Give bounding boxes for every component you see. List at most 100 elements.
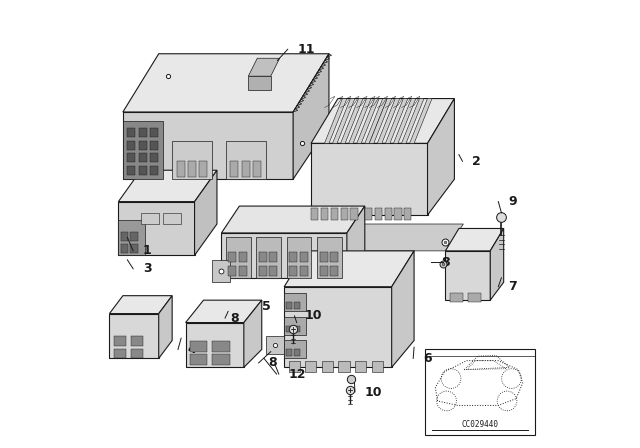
- Polygon shape: [349, 99, 371, 143]
- Bar: [212, 354, 230, 365]
- Text: 3: 3: [143, 262, 152, 276]
- Text: 1: 1: [143, 244, 152, 258]
- Bar: [123, 121, 163, 179]
- Bar: [284, 340, 306, 358]
- Polygon shape: [248, 58, 280, 76]
- Text: 9: 9: [508, 195, 516, 208]
- Bar: [340, 208, 348, 220]
- Bar: [371, 361, 383, 372]
- Text: 4: 4: [188, 343, 196, 356]
- Bar: [289, 252, 297, 262]
- Bar: [319, 252, 328, 262]
- Polygon shape: [159, 296, 172, 358]
- Bar: [330, 266, 339, 276]
- Bar: [385, 208, 392, 220]
- Bar: [177, 161, 185, 177]
- Polygon shape: [311, 143, 428, 215]
- Bar: [351, 208, 358, 220]
- Bar: [317, 237, 342, 278]
- Bar: [114, 349, 127, 358]
- Bar: [150, 141, 158, 150]
- Polygon shape: [248, 76, 271, 90]
- Polygon shape: [340, 99, 363, 143]
- Bar: [321, 208, 328, 220]
- Bar: [131, 232, 138, 241]
- Bar: [287, 349, 292, 356]
- Bar: [150, 153, 158, 162]
- Bar: [269, 252, 278, 262]
- Bar: [127, 153, 136, 162]
- Polygon shape: [410, 99, 432, 143]
- Bar: [190, 354, 207, 365]
- Bar: [289, 266, 297, 276]
- Bar: [394, 208, 401, 220]
- Bar: [287, 302, 292, 309]
- Bar: [172, 141, 212, 179]
- Bar: [228, 252, 236, 262]
- Text: 11: 11: [298, 43, 315, 56]
- Bar: [294, 349, 300, 356]
- Bar: [228, 266, 236, 276]
- Bar: [150, 128, 158, 137]
- Polygon shape: [356, 99, 379, 143]
- Bar: [138, 166, 147, 175]
- Polygon shape: [392, 251, 414, 367]
- Polygon shape: [394, 99, 416, 143]
- Polygon shape: [186, 300, 262, 323]
- Bar: [226, 141, 266, 179]
- Bar: [311, 208, 318, 220]
- Bar: [287, 326, 292, 332]
- Polygon shape: [266, 336, 284, 354]
- Polygon shape: [378, 99, 400, 143]
- Polygon shape: [293, 54, 329, 179]
- Bar: [289, 361, 300, 372]
- Bar: [127, 128, 136, 137]
- Text: 6: 6: [423, 352, 431, 365]
- Bar: [239, 252, 247, 262]
- Bar: [331, 208, 338, 220]
- Bar: [114, 336, 127, 346]
- Bar: [188, 161, 196, 177]
- Bar: [127, 166, 136, 175]
- Text: 8: 8: [230, 311, 239, 325]
- Bar: [305, 361, 316, 372]
- Bar: [284, 293, 306, 311]
- Polygon shape: [195, 170, 217, 255]
- Bar: [239, 266, 247, 276]
- Bar: [374, 208, 382, 220]
- Bar: [287, 237, 312, 278]
- Polygon shape: [284, 287, 392, 367]
- Bar: [141, 213, 159, 224]
- Bar: [242, 161, 250, 177]
- Text: 12: 12: [289, 367, 306, 381]
- Bar: [230, 161, 239, 177]
- Bar: [322, 361, 333, 372]
- Polygon shape: [118, 202, 195, 255]
- Bar: [259, 266, 267, 276]
- Bar: [269, 266, 278, 276]
- Bar: [138, 141, 147, 150]
- Text: 5: 5: [262, 300, 271, 314]
- Bar: [339, 361, 349, 372]
- Bar: [330, 252, 339, 262]
- Bar: [365, 208, 372, 220]
- Bar: [284, 317, 306, 335]
- Bar: [319, 266, 328, 276]
- Polygon shape: [490, 228, 504, 300]
- Polygon shape: [320, 224, 463, 251]
- Bar: [163, 213, 181, 224]
- Bar: [253, 161, 261, 177]
- Polygon shape: [221, 206, 365, 233]
- Bar: [131, 349, 143, 358]
- Polygon shape: [365, 99, 387, 143]
- Bar: [120, 232, 128, 241]
- Bar: [138, 153, 147, 162]
- Bar: [131, 336, 143, 346]
- Bar: [450, 293, 463, 302]
- Polygon shape: [212, 260, 230, 282]
- Polygon shape: [369, 99, 392, 143]
- Polygon shape: [428, 99, 454, 215]
- Polygon shape: [123, 54, 329, 112]
- Bar: [150, 166, 158, 175]
- Bar: [355, 361, 366, 372]
